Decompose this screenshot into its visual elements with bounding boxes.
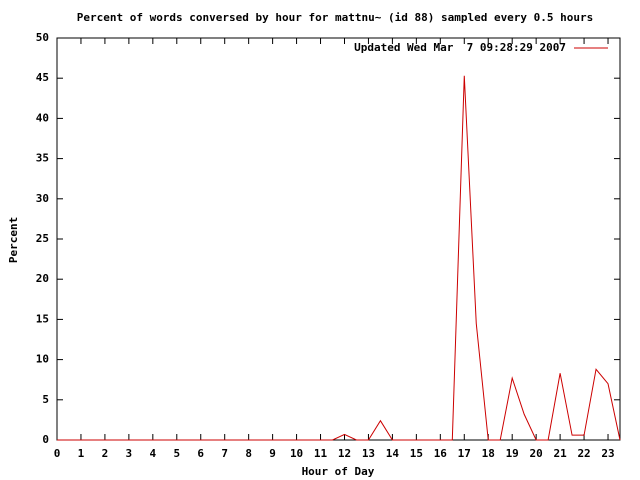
x-tick-label: 11 xyxy=(314,447,328,460)
y-tick-label: 30 xyxy=(36,192,49,205)
x-tick-label: 7 xyxy=(221,447,228,460)
x-tick-label: 9 xyxy=(269,447,276,460)
x-tick-label: 22 xyxy=(577,447,590,460)
y-tick-label: 50 xyxy=(36,31,49,44)
y-tick-label: 35 xyxy=(36,152,49,165)
x-tick-label: 1 xyxy=(78,447,85,460)
x-tick-label: 8 xyxy=(245,447,252,460)
legend-label: Updated Wed Mar 7 09:28:29 2007 xyxy=(354,41,566,54)
x-tick-label: 13 xyxy=(362,447,375,460)
x-tick-label: 3 xyxy=(126,447,133,460)
x-tick-label: 19 xyxy=(506,447,519,460)
y-tick-label: 15 xyxy=(36,312,49,325)
data-line xyxy=(57,75,621,441)
x-tick-label: 14 xyxy=(386,447,400,460)
x-tick-label: 10 xyxy=(290,447,303,460)
x-axis-label: Hour of Day xyxy=(302,465,375,478)
y-tick-label: 20 xyxy=(36,272,49,285)
x-tick-label: 15 xyxy=(410,447,423,460)
x-tick-label: 16 xyxy=(434,447,448,460)
x-tick-label: 5 xyxy=(173,447,180,460)
y-tick-label: 10 xyxy=(36,353,49,366)
x-tick-label: 0 xyxy=(54,447,61,460)
x-tick-label: 2 xyxy=(102,447,109,460)
x-tick-label: 20 xyxy=(530,447,543,460)
y-tick-label: 5 xyxy=(42,393,49,406)
y-tick-label: 0 xyxy=(42,433,49,446)
y-tick-label: 40 xyxy=(36,111,49,124)
x-tick-label: 4 xyxy=(150,447,157,460)
x-tick-label: 6 xyxy=(197,447,204,460)
y-tick-label: 25 xyxy=(36,232,49,245)
y-axis-label: Percent xyxy=(7,217,20,263)
x-tick-label: 23 xyxy=(601,447,614,460)
x-tick-label: 12 xyxy=(338,447,351,460)
x-tick-label: 17 xyxy=(458,447,471,460)
x-tick-label: 21 xyxy=(553,447,567,460)
x-tick-label: 18 xyxy=(482,447,495,460)
chart-title: Percent of words conversed by hour for m… xyxy=(77,11,594,24)
plot-border xyxy=(56,37,621,441)
y-tick-label: 45 xyxy=(36,71,49,84)
